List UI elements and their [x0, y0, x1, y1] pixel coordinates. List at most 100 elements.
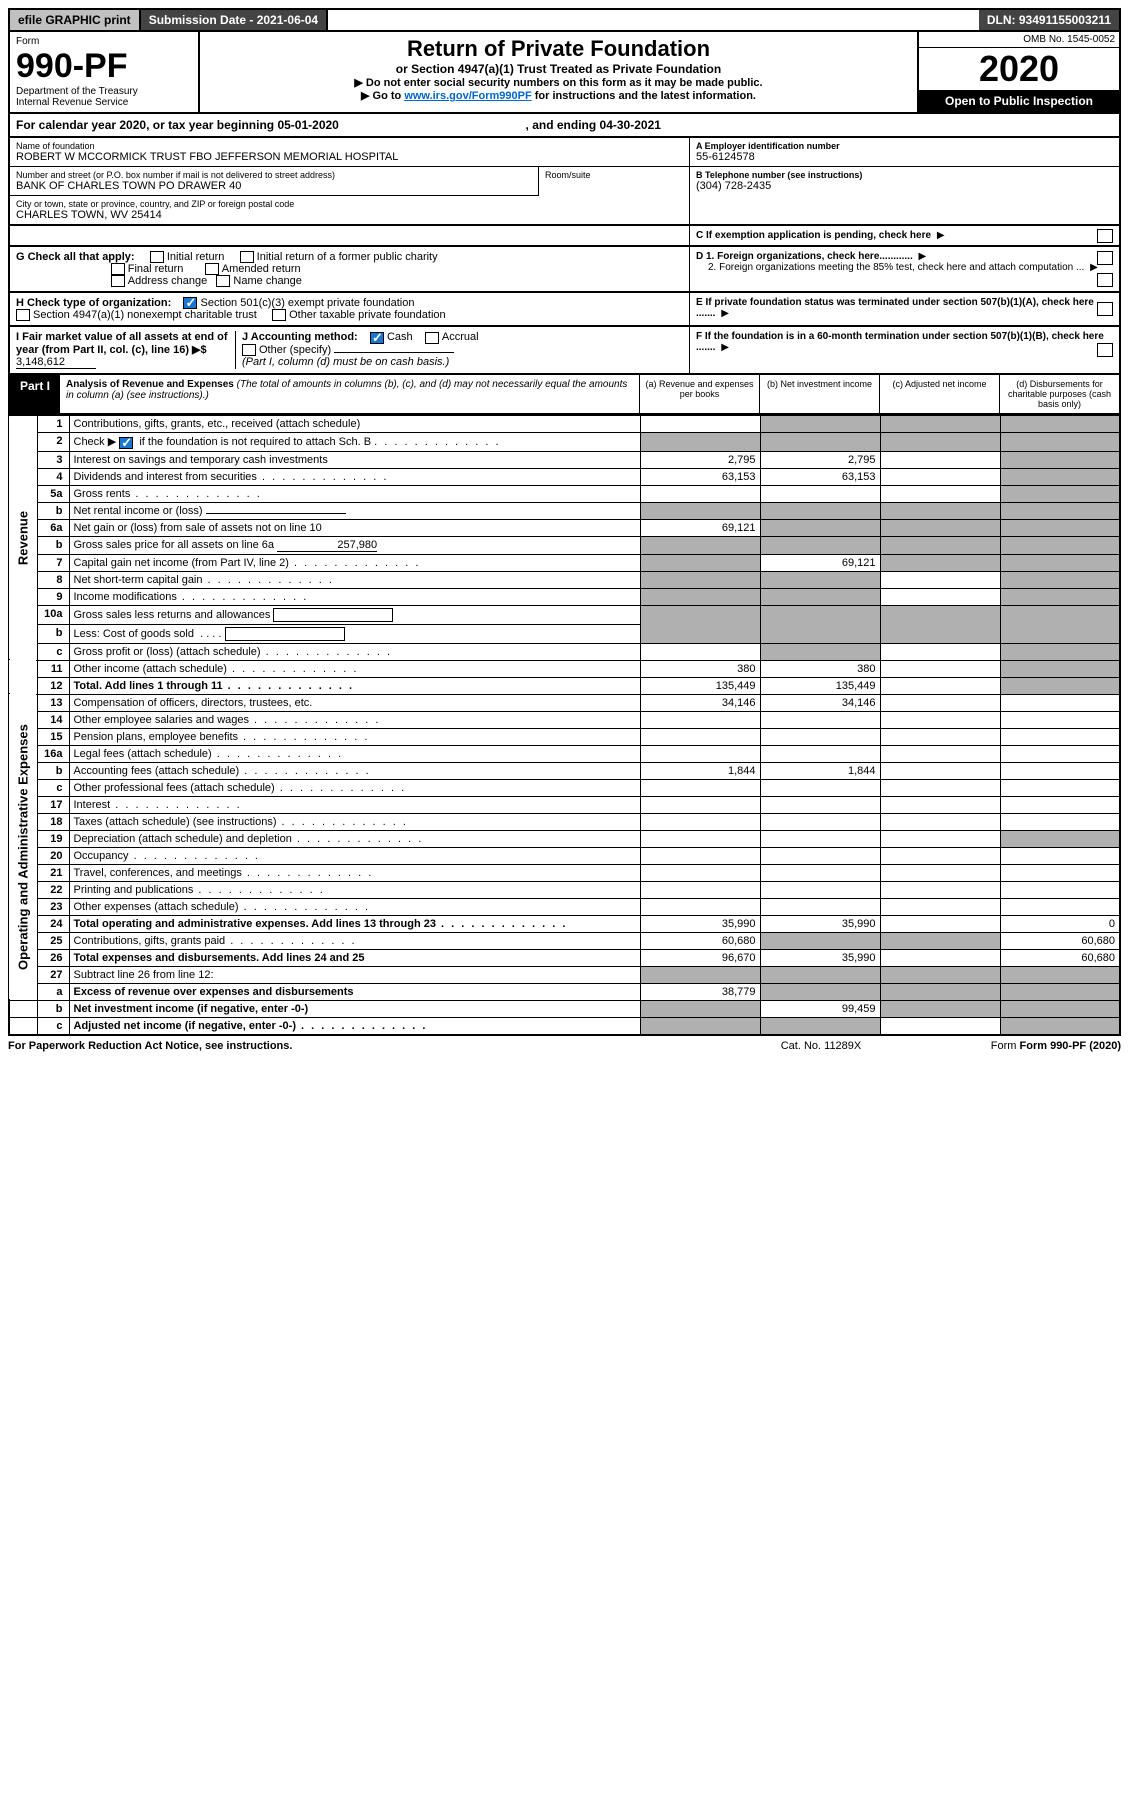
g-name-change-checkbox[interactable]: [216, 275, 230, 287]
j-cash-checkbox[interactable]: [370, 332, 384, 344]
e-checkbox[interactable]: [1097, 302, 1113, 316]
dept-treasury: Department of the Treasury: [16, 86, 192, 97]
r2-checkbox[interactable]: [119, 437, 133, 449]
r2-num: 2: [37, 433, 69, 451]
h-501c3-checkbox[interactable]: [183, 297, 197, 309]
h-4947: Section 4947(a)(1) nonexempt charitable …: [33, 309, 257, 321]
r24-b: 35,990: [760, 915, 880, 932]
instr-goto: ▶ Go to www.irs.gov/Form990PF for instru…: [206, 89, 911, 102]
j-accrual-checkbox[interactable]: [425, 332, 439, 344]
address-label: Number and street (or P.O. box number if…: [16, 170, 532, 180]
r17-desc: Interest: [69, 796, 640, 813]
foundation-name: ROBERT W MCCORMICK TRUST FBO JEFFERSON M…: [16, 151, 683, 163]
instr-no-ssn: ▶ Do not enter social security numbers o…: [206, 76, 911, 89]
r3-a: 2,795: [640, 451, 760, 468]
g-amended-checkbox[interactable]: [205, 263, 219, 275]
form-title: Return of Private Foundation: [206, 36, 911, 62]
r7-b: 69,121: [760, 554, 880, 571]
r12-num: 12: [37, 677, 69, 694]
h-label: H Check type of organization:: [16, 297, 171, 309]
g-addr-change-checkbox[interactable]: [111, 275, 125, 287]
r4-desc: Dividends and interest from securities: [69, 468, 640, 485]
r23-num: 23: [37, 898, 69, 915]
row-c: C If exemption application is pending, c…: [8, 226, 1121, 247]
r16a-desc: Legal fees (attach schedule): [69, 745, 640, 762]
entity-info: Name of foundation ROBERT W MCCORMICK TR…: [8, 138, 1121, 226]
r6a-desc: Net gain or (loss) from sale of assets n…: [69, 519, 640, 536]
r24-num: 24: [37, 915, 69, 932]
form-subtitle: or Section 4947(a)(1) Trust Treated as P…: [206, 62, 911, 76]
ein-value: 55-6124578: [696, 151, 1113, 163]
r11-b: 380: [760, 660, 880, 677]
f-checkbox[interactable]: [1097, 343, 1113, 357]
r16a-num: 16a: [37, 745, 69, 762]
g-initial-checkbox[interactable]: [150, 251, 164, 263]
efile-graphic-print[interactable]: efile GRAPHIC print: [10, 10, 141, 30]
c-label: C If exemption application is pending, c…: [696, 230, 931, 241]
j-label: J Accounting method:: [242, 331, 358, 343]
r27b-desc: Net investment income (if negative, ente…: [69, 1000, 640, 1017]
topbar-spacer: [328, 10, 979, 30]
r21-desc: Travel, conferences, and meetings: [69, 864, 640, 881]
r8-num: 8: [37, 571, 69, 588]
r6b-val: 257,980: [277, 539, 377, 552]
instr-link[interactable]: www.irs.gov/Form990PF: [404, 90, 531, 102]
r25-a: 60,680: [640, 932, 760, 949]
r24-desc: Total operating and administrative expen…: [69, 915, 640, 932]
c-checkbox[interactable]: [1097, 229, 1113, 243]
phone-label: B Telephone number (see instructions): [696, 170, 1113, 180]
expenses-side-label: Operating and Administrative Expenses: [9, 694, 37, 1000]
r23-desc: Other expenses (attach schedule): [69, 898, 640, 915]
r12-a: 135,449: [640, 677, 760, 694]
foundation-name-label: Name of foundation: [16, 141, 683, 151]
d2-label: 2. Foreign organizations meeting the 85%…: [696, 262, 1084, 273]
g-addr-change: Address change: [128, 275, 208, 287]
g-initial-former-checkbox[interactable]: [240, 251, 254, 263]
r10b-desc: Less: Cost of goods sold . . . .: [69, 624, 640, 643]
d1-checkbox[interactable]: [1097, 251, 1113, 265]
r16b-b: 1,844: [760, 762, 880, 779]
r11-desc: Other income (attach schedule): [69, 660, 640, 677]
top-bar: efile GRAPHIC print Submission Date - 20…: [8, 8, 1121, 32]
r27c-num: c: [37, 1017, 69, 1035]
r5a-num: 5a: [37, 485, 69, 502]
r7-desc: Capital gain net income (from Part IV, l…: [69, 554, 640, 571]
col-c-header: (c) Adjusted net income: [879, 375, 999, 413]
r25-desc: Contributions, gifts, grants paid: [69, 932, 640, 949]
h-other-tax-checkbox[interactable]: [272, 309, 286, 321]
r2-pre: Check ▶: [74, 436, 120, 448]
calendar-year-row: For calendar year 2020, or tax year begi…: [8, 114, 1121, 138]
r16c-num: c: [37, 779, 69, 796]
r22-desc: Printing and publications: [69, 881, 640, 898]
g-final-checkbox[interactable]: [111, 263, 125, 275]
r3-desc: Interest on savings and temporary cash i…: [69, 451, 640, 468]
d2-checkbox[interactable]: [1097, 273, 1113, 287]
j-note: (Part I, column (d) must be on cash basi…: [242, 356, 449, 368]
j-other-checkbox[interactable]: [242, 344, 256, 356]
r5a-desc: Gross rents: [69, 485, 640, 502]
r12-desc: Total. Add lines 1 through 11: [69, 677, 640, 694]
r26-b: 35,990: [760, 949, 880, 966]
g-final: Final return: [128, 263, 184, 275]
instr-goto-post: for instructions and the latest informat…: [532, 90, 756, 102]
g-amended: Amended return: [222, 263, 301, 275]
d1-label: D 1. Foreign organizations, check here..…: [696, 251, 913, 262]
r3-num: 3: [37, 451, 69, 468]
r6a-num: 6a: [37, 519, 69, 536]
r16b-num: b: [37, 762, 69, 779]
r19-num: 19: [37, 830, 69, 847]
r26-a: 96,670: [640, 949, 760, 966]
form-version: Form Form 990-PF (2020): [921, 1040, 1121, 1052]
r3-b: 2,795: [760, 451, 880, 468]
r6b-num: b: [37, 536, 69, 554]
h-4947-checkbox[interactable]: [16, 309, 30, 321]
r10c-num: c: [37, 643, 69, 660]
instr-goto-pre: ▶ Go to: [361, 90, 404, 102]
r13-desc: Compensation of officers, directors, tru…: [69, 694, 640, 711]
r27-num: 27: [37, 966, 69, 983]
r27b-num: b: [37, 1000, 69, 1017]
r11-a: 380: [640, 660, 760, 677]
e-label: E If private foundation status was termi…: [696, 297, 1094, 319]
address-value: BANK OF CHARLES TOWN PO DRAWER 40: [16, 180, 532, 192]
r16c-desc: Other professional fees (attach schedule…: [69, 779, 640, 796]
